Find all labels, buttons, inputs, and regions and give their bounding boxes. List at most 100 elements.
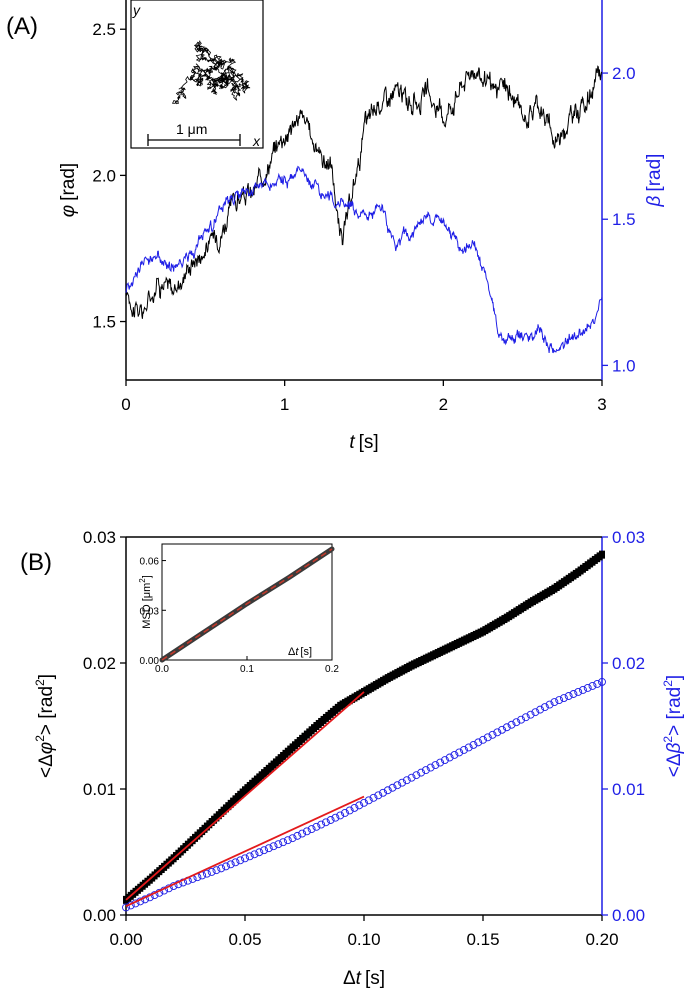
panel-b-beta-point [374, 791, 383, 800]
panel-b-x-axis-prefix: Δ [343, 968, 356, 989]
panel-b-beta-point [550, 698, 559, 707]
panel-b-right-tick-label-2: 0.02 [612, 654, 645, 673]
panel-a-x-tick-label-3: 3 [597, 395, 606, 414]
panel-b-x-axis-unit: [s] [365, 968, 385, 989]
panel-b-beta-point [279, 838, 288, 847]
panel-b-beta-point [345, 806, 354, 815]
panel-b-beta-point [450, 751, 459, 759]
panel-a-right-tick-label-2: 2.0 [612, 64, 636, 83]
panel-b-beta-point [274, 840, 283, 849]
panel-b-beta-point [569, 690, 578, 698]
panel-b-beta-point [545, 700, 554, 709]
panel-a-right-tick-label-0: 1.0 [612, 356, 636, 375]
panel-b-beta-point [488, 730, 497, 739]
panel-b-right-tick-label-3: 0.03 [612, 528, 645, 547]
panel-b-series-beta [122, 677, 606, 912]
panel-b-inset-x-title: Δt [s] [288, 646, 312, 658]
panel-b-right-tick-label-1: 0.01 [612, 780, 645, 799]
panel-a-left-axis-symbol: φ [58, 205, 79, 217]
panel-a-left-tick-label-2: 2.5 [92, 20, 116, 39]
panel-b-inset-y-tick-label-0: 0.00 [140, 656, 160, 667]
panel-b-beta-point [479, 735, 487, 744]
panel-b-beta-point [455, 748, 464, 757]
panel-b-beta-point [474, 738, 483, 747]
panel-b-beta-point [402, 776, 411, 785]
panel-b-beta-point [260, 846, 268, 855]
panel-b-beta-point [531, 708, 540, 717]
panel-b-inset-y-title: MSD [μm2] [138, 575, 153, 629]
panel-a-left-tick-label-1: 2.0 [92, 166, 116, 185]
panel-b-beta-point [559, 694, 568, 702]
panel-b-beta-point [293, 831, 302, 840]
panel-b-beta-point [526, 710, 535, 719]
panel-b-x-tick-label-1: 0.05 [228, 930, 261, 949]
panel-a-x-tick-label-1: 1 [280, 395, 289, 414]
panel-b-left-tick-label-2: 0.02 [83, 654, 116, 673]
panel-b-beta-point [245, 852, 254, 861]
panel-a-chart: 0 1 2 3 1.5 2.0 2.5 1.0 1.5 2.0 y x 1 μm t [s] φ [r… [58, 0, 665, 453]
panel-b-beta-point [412, 771, 421, 780]
panel-b-left-axis-title: <Δφ2> [rad2] [33, 674, 57, 778]
panel-a-inset-scale-label: 1 μm [176, 121, 207, 137]
panel-b-beta-point [341, 808, 349, 817]
panel-b-inset-x-symbol: t [295, 646, 299, 658]
panel-b-beta-point [388, 783, 397, 792]
panel-b-beta-point [369, 793, 378, 802]
panel-b-left-axis-sup2: 2 [33, 679, 47, 686]
panel-b-beta-point [379, 788, 387, 797]
panel-b-beta-point [336, 811, 345, 820]
panel-b-beta-point [574, 688, 583, 696]
panel-b-beta-point [255, 848, 264, 857]
panel-b-label: (B) [20, 549, 52, 576]
panel-a-inset-trajectory [171, 39, 251, 105]
panel-b-beta-point [207, 867, 216, 876]
panel-b-beta-point [579, 686, 587, 694]
panel-b-beta-point [421, 766, 430, 775]
panel-b-right-axis-prefix: <Δ [664, 753, 685, 777]
panel-b-beta-point [440, 756, 449, 764]
panel-b-beta-point [417, 768, 426, 777]
panel-b-beta-point [593, 679, 602, 688]
panel-b-x-tick-label-3: 0.15 [466, 930, 499, 949]
panel-b-inset-x-tick-label-0: 0.0 [155, 664, 169, 675]
panel-b-beta-point [469, 740, 478, 749]
panel-b-beta-point [288, 834, 297, 843]
panel-b-beta-point [536, 705, 545, 714]
panel-b-beta-point [583, 683, 592, 692]
panel-a-left-tick-label-0: 1.5 [92, 313, 116, 332]
panel-b-left-axis-sup: 2 [33, 735, 47, 742]
panel-b-x-tick-label-0: 0.00 [109, 930, 142, 949]
panel-b-beta-point [222, 862, 230, 871]
panel-b-beta-point [507, 720, 516, 729]
panel-b-right-axis-sup: 2 [661, 736, 675, 743]
panel-a-left-axis-unit: [rad] [58, 163, 79, 201]
panel-b-beta-point [241, 854, 249, 863]
panel-b-beta-point [598, 677, 606, 686]
panel-b-right-axis-symbol: β [664, 742, 685, 754]
panel-b-beta-point [317, 820, 326, 829]
panel-b-beta-point [202, 869, 211, 878]
panel-a-x-tick-label-2: 2 [439, 395, 448, 414]
panel-b-right-axis-title: <Δβ2> [rad2] [661, 675, 685, 777]
panel-a-x-axis-title: t [s] [349, 432, 378, 453]
panel-b-beta-point [540, 703, 549, 712]
panel-b-inset-y-tick-label-1: 0.03 [140, 606, 160, 617]
panel-b-inset-y-text: MSD [μm [141, 583, 153, 629]
panel-b-left-axis-mid: > [rad [36, 686, 57, 735]
panel-b-left-axis-symbol: φ [36, 742, 57, 754]
panel-a-inset-frame [130, 0, 264, 149]
panel-b-beta-point [264, 844, 273, 853]
panel-a-inset-x-label: x [252, 133, 261, 149]
panel-b-chart: 0.00 0.05 0.10 0.15 0.200.000.010.020.030.00… [33, 528, 685, 989]
panel-b-x-tick-label-2: 0.10 [347, 930, 380, 949]
panel-a-right-axis-symbol: β [644, 195, 665, 207]
panel-b-beta-point [269, 842, 278, 851]
panel-b-beta-point [321, 818, 330, 827]
panel-a-series-beta [125, 165, 603, 354]
panel-b-beta-point [502, 723, 511, 732]
panel-b-beta-point [483, 733, 492, 742]
panel-a-left-axis-title: φ [rad] [58, 163, 79, 217]
panel-b-beta-point [393, 781, 402, 790]
panel-b-x-axis-symbol: t [356, 968, 362, 989]
